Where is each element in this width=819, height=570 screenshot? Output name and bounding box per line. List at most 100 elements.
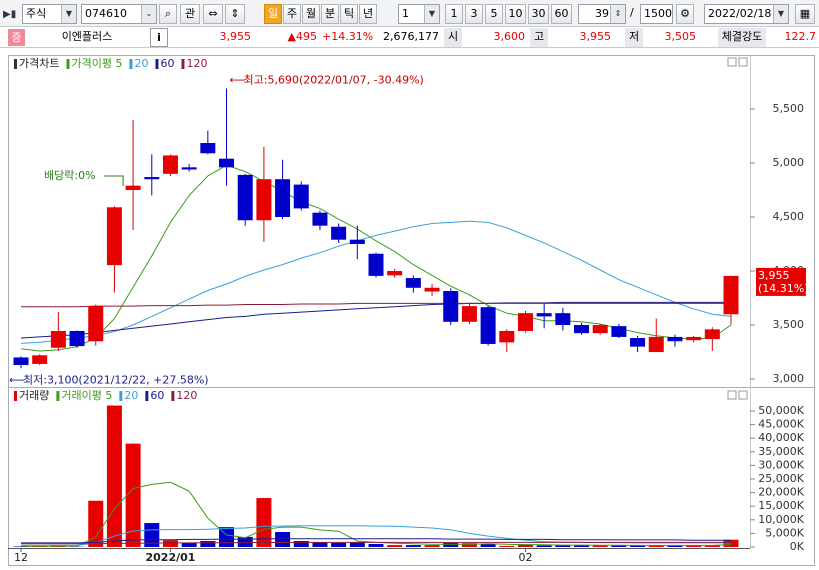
arrow: ⟵: [9, 373, 25, 386]
candle-body: [125, 185, 141, 191]
date-select[interactable]: 2022/02/18 ▼: [704, 4, 789, 24]
grid-button[interactable]: ▦: [795, 4, 815, 24]
code: 074610: [85, 7, 127, 20]
period-button[interactable]: 분: [321, 4, 339, 24]
settings-button[interactable]: ⚙: [676, 4, 694, 24]
candle-body: [536, 313, 552, 317]
candle-body: [667, 336, 683, 342]
volume-bar: [592, 545, 608, 547]
legend-label: 가격이평 5: [71, 57, 122, 70]
ma-line: [21, 541, 731, 545]
candle-body: [219, 158, 235, 168]
code-input[interactable]: 074610 ⌄: [81, 4, 157, 24]
interval-button[interactable]: 10: [505, 4, 526, 24]
chart-frame: [8, 55, 815, 566]
period-n: 1: [402, 7, 409, 20]
market-select[interactable]: 주식 ▼: [22, 4, 77, 24]
total-input[interactable]: 1500: [640, 4, 673, 24]
candle-body: [443, 291, 459, 322]
interval-button[interactable]: 3: [465, 4, 483, 24]
volume-bar: [293, 541, 309, 547]
y-tick-label: 25,000K: [758, 472, 804, 485]
interval-button[interactable]: 1: [445, 4, 463, 24]
spin-button[interactable]: ⇕: [225, 4, 245, 24]
volume-bar: [461, 543, 477, 547]
y-tick-label: 3,500: [773, 318, 805, 331]
market: 주식: [26, 7, 47, 20]
volume-bar: [387, 545, 403, 547]
arrow: ⟵: [230, 73, 246, 86]
high-label: 고: [530, 28, 548, 47]
volume-bar: [574, 545, 590, 547]
candle-body: [686, 336, 702, 341]
count-input[interactable]: 39 ⇕: [578, 4, 626, 24]
menu-icon[interactable]: ▶▮: [3, 9, 17, 20]
legend-swatch: [66, 59, 70, 69]
period-button[interactable]: 틱: [340, 4, 358, 24]
rate: +14.31%: [322, 30, 374, 43]
period-button[interactable]: 월: [302, 4, 320, 24]
volume-bar: [424, 545, 440, 547]
period-button[interactable]: 년: [359, 4, 377, 24]
interval-button[interactable]: 30: [528, 4, 549, 24]
candle-body: [480, 307, 496, 344]
legend-label: 60: [160, 57, 174, 70]
candle-body: [723, 275, 739, 315]
lookup-button[interactable]: 관: [180, 4, 200, 24]
candle-body: [387, 271, 403, 276]
legend-swatch: [155, 59, 159, 69]
candle-body: [106, 207, 122, 266]
legend-swatch: [14, 59, 17, 69]
maximize-icon[interactable]: [738, 390, 748, 400]
open: 3,600: [493, 30, 526, 43]
volume-bar: [275, 532, 291, 547]
candle-body: [517, 313, 533, 331]
y-tick-label: 45,000K: [758, 418, 804, 431]
period-button[interactable]: 주: [283, 4, 301, 24]
volume-bar: [181, 542, 197, 547]
low-label: 저: [625, 28, 643, 47]
strength: 122.7: [784, 30, 817, 43]
separator: /: [630, 6, 634, 19]
last-rate-label: (14.31%): [758, 282, 809, 295]
candle-body: [181, 167, 197, 170]
x-tick-label: 2022/01: [145, 551, 195, 564]
volume-bar: [13, 546, 29, 547]
period-button[interactable]: 일: [264, 4, 282, 24]
y-tick-label: 5,500: [773, 102, 805, 115]
last-price-box: [756, 267, 806, 296]
candle-body: [13, 357, 29, 366]
volume-bar: [312, 542, 328, 547]
minimize-icon[interactable]: [727, 390, 737, 400]
y-tick-label: 35,000K: [758, 445, 804, 458]
minimize-icon[interactable]: [727, 57, 737, 67]
legend-swatch: [181, 59, 185, 69]
volume-bar: [480, 544, 496, 547]
interval-button[interactable]: 5: [485, 4, 503, 24]
legend-swatch: [171, 391, 175, 401]
legend-label: 거래이평 5: [61, 389, 112, 402]
volume: 2,676,177: [383, 30, 439, 43]
period-n-select[interactable]: 1 ▼: [398, 4, 440, 24]
search-button[interactable]: ⌕: [159, 4, 177, 24]
volume-bar: [349, 542, 365, 547]
legend-swatch: [56, 391, 60, 401]
legend-label: 가격차트: [19, 57, 59, 70]
candle-body: [368, 253, 384, 276]
x-tick-label: 02: [518, 551, 532, 564]
info-button[interactable]: i: [150, 28, 168, 47]
toggle-button[interactable]: ⇔: [203, 4, 223, 24]
ma-line: [20, 220, 732, 344]
legend-label: 거래량: [19, 389, 49, 402]
volume-bar: [443, 542, 459, 547]
maximize-icon[interactable]: [738, 57, 748, 67]
change: ▲495: [287, 30, 317, 43]
interval-button[interactable]: 60: [551, 4, 572, 24]
volume-bar: [405, 545, 421, 547]
candle-body: [499, 330, 515, 343]
volume-bar: [200, 541, 216, 547]
volume-bar: [686, 545, 702, 547]
candle-body: [50, 330, 66, 348]
candle-body: [424, 287, 440, 292]
